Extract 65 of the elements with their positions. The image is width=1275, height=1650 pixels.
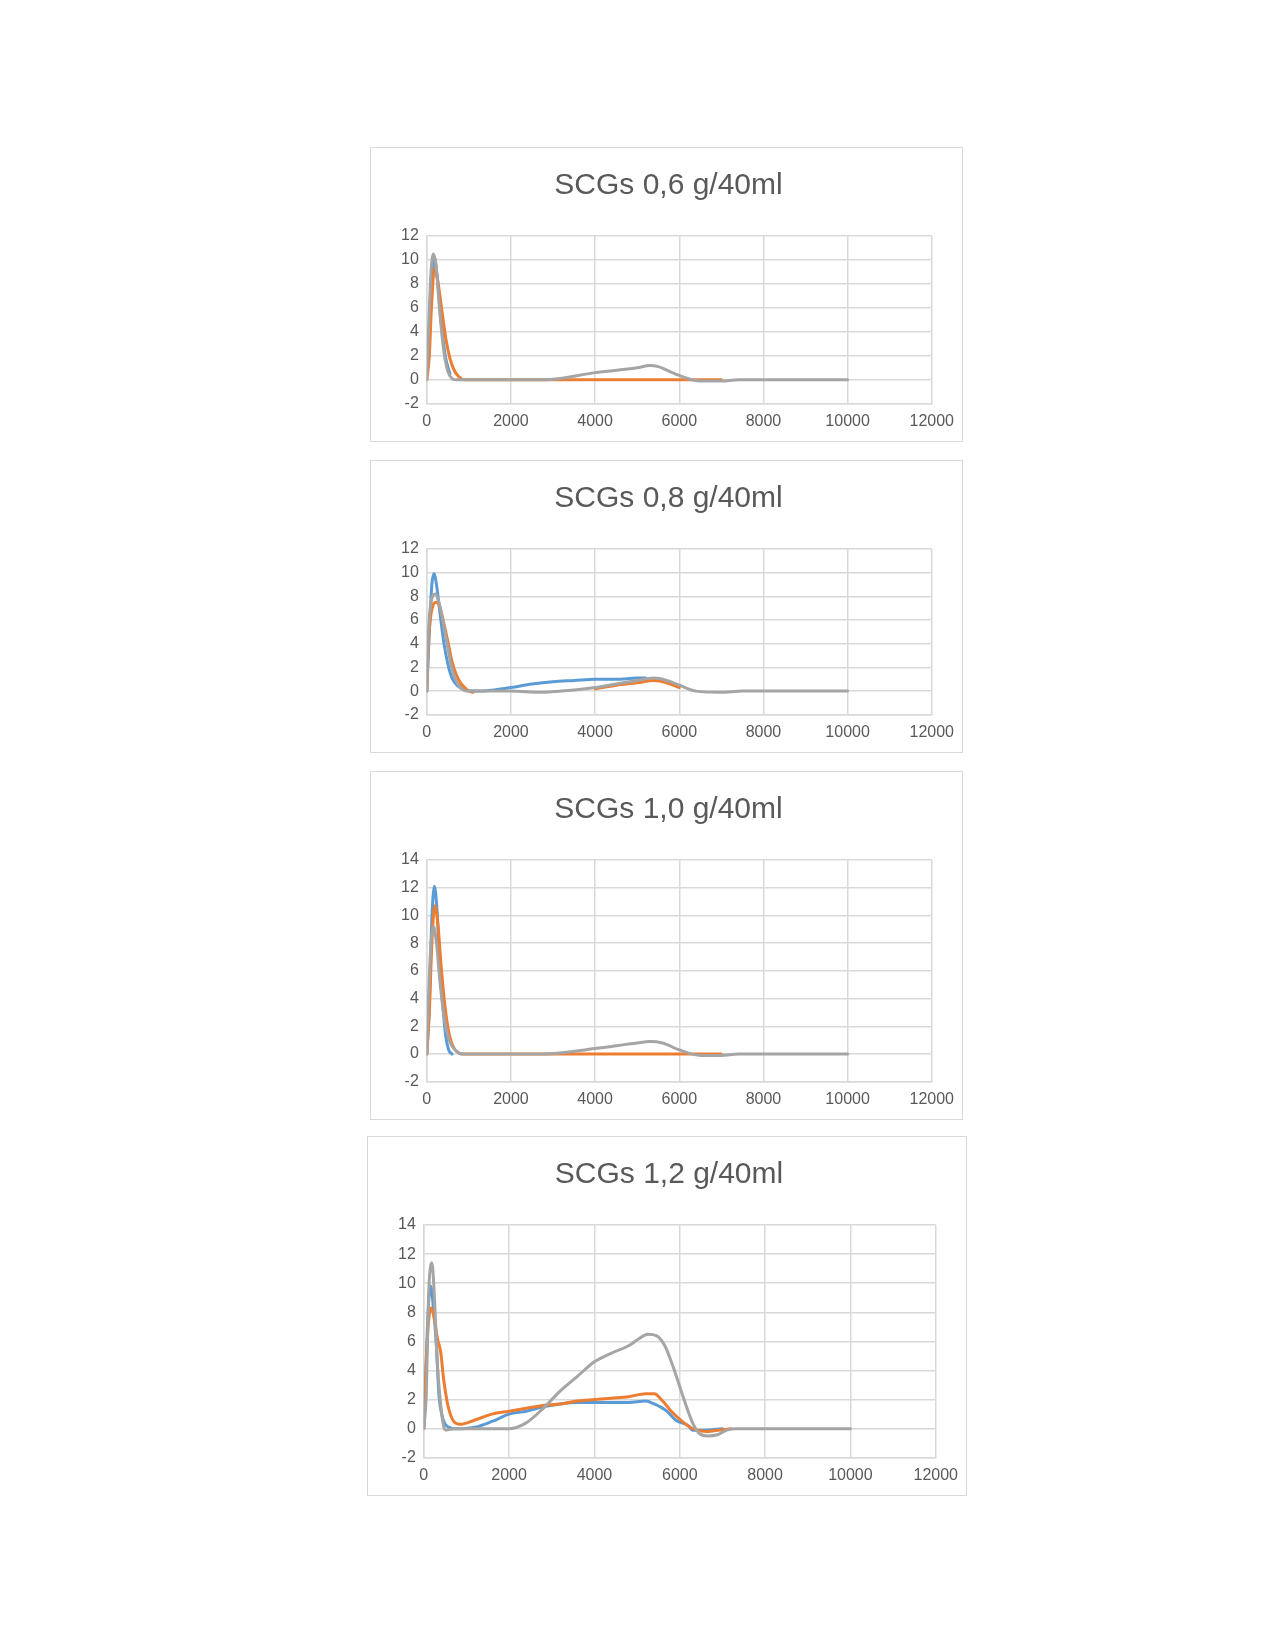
- y-tick-label: 6: [409, 961, 419, 979]
- x-tick-label: 12000: [909, 1089, 955, 1107]
- y-tick-label: 14: [398, 1215, 416, 1233]
- y-tick-label: 4: [409, 322, 419, 340]
- chart-title: SCGs 1,0 g/40ml: [554, 791, 783, 825]
- x-tick-label: 8000: [745, 1089, 782, 1107]
- x-tick-label: 10000: [825, 411, 870, 429]
- y-tick-label: 2: [406, 1390, 416, 1408]
- x-tick-label: 4000: [576, 1465, 613, 1483]
- y-tick-label: 0: [409, 681, 419, 699]
- x-tick-label: 12000: [913, 1465, 959, 1483]
- x-tick-label: 10000: [828, 1465, 873, 1483]
- y-tick-label: -2: [401, 1448, 416, 1466]
- y-tick-label: 14: [401, 850, 419, 868]
- x-tick-label: 8000: [745, 411, 782, 429]
- y-tick-label: 2: [409, 346, 419, 364]
- y-tick-label: 6: [406, 1331, 416, 1349]
- y-tick-label: 8: [409, 274, 419, 292]
- y-tick-label: 0: [406, 1419, 416, 1437]
- y-tick-label: 6: [409, 298, 419, 316]
- x-tick-label: 6000: [661, 1465, 698, 1483]
- y-tick-label: 6: [409, 610, 419, 628]
- x-tick-label: 12000: [909, 722, 955, 740]
- y-tick-label: 10: [401, 563, 419, 581]
- chart-title: SCGs 0,6 g/40ml: [554, 167, 783, 201]
- x-tick-label: 10000: [825, 722, 870, 740]
- y-tick-label: 4: [406, 1360, 416, 1378]
- x-tick-label: 12000: [909, 411, 955, 429]
- y-tick-label: 4: [409, 634, 419, 652]
- y-tick-label: 12: [401, 539, 419, 557]
- x-tick-label: 4000: [577, 1089, 614, 1107]
- y-tick-label: 12: [398, 1244, 416, 1262]
- chart-title: SCGs 0,8 g/40ml: [554, 480, 783, 514]
- y-tick-label: 12: [401, 226, 419, 244]
- y-tick-label: -2: [404, 394, 419, 412]
- y-tick-label: 2: [409, 1016, 419, 1034]
- y-tick-label: 12: [401, 878, 419, 896]
- x-tick-label: 4000: [577, 722, 614, 740]
- y-tick-label: 8: [406, 1302, 416, 1320]
- y-tick-label: 2: [409, 657, 419, 675]
- x-tick-label: 0: [422, 722, 432, 740]
- x-tick-label: 10000: [825, 1089, 870, 1107]
- x-tick-label: 8000: [747, 1465, 783, 1483]
- x-tick-label: 4000: [577, 411, 614, 429]
- x-tick-label: 0: [422, 1089, 432, 1107]
- y-tick-label: 10: [401, 905, 419, 923]
- y-tick-label: 8: [409, 933, 419, 951]
- x-tick-label: 0: [422, 411, 432, 429]
- chart-title: SCGs 1,2 g/40ml: [554, 1156, 784, 1190]
- x-tick-label: 2000: [491, 1465, 528, 1483]
- x-tick-label: 2000: [493, 411, 529, 429]
- y-tick-label: 4: [409, 989, 419, 1007]
- y-tick-label: -2: [404, 705, 419, 723]
- x-tick-label: 8000: [745, 722, 782, 740]
- y-tick-label: 0: [409, 1044, 419, 1062]
- x-tick-label: 6000: [661, 1089, 698, 1107]
- x-tick-label: 2000: [493, 722, 529, 740]
- y-tick-label: 8: [409, 586, 419, 604]
- x-tick-label: 6000: [661, 722, 698, 740]
- y-tick-label: 10: [401, 250, 419, 268]
- y-tick-label: -2: [404, 1072, 419, 1090]
- x-tick-label: 2000: [493, 1089, 529, 1107]
- y-tick-label: 0: [409, 370, 419, 388]
- x-tick-label: 6000: [661, 411, 698, 429]
- y-tick-label: 10: [398, 1273, 416, 1291]
